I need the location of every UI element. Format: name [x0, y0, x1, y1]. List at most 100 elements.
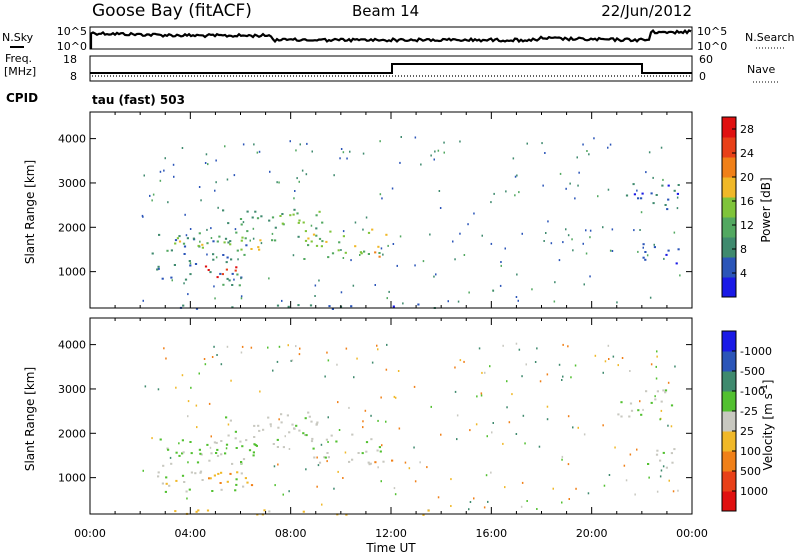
power-cell: [346, 157, 348, 160]
vel-cell: [216, 454, 220, 457]
power-cell: [437, 149, 440, 152]
power-colorbar: 4 8 12 16 20 24 28: [721, 116, 754, 298]
vel-cell: [634, 493, 636, 496]
vel-cell: [515, 342, 518, 345]
vel-cell: [668, 479, 670, 482]
vel-cell: [645, 390, 648, 393]
power-cell: [183, 253, 186, 255]
vel-cell: [290, 359, 292, 362]
power-cell: [420, 163, 422, 166]
vel-cell: [235, 478, 238, 481]
power-cell: [331, 308, 334, 310]
power-cell: [340, 148, 343, 150]
power-cell: [238, 284, 241, 287]
vel-cell: [575, 487, 577, 490]
time-tick-label: 08:00: [275, 527, 307, 540]
power-cell: [231, 272, 234, 275]
vel-cell: [234, 430, 237, 433]
power-cell: [215, 181, 217, 184]
power-cell: [258, 248, 261, 251]
nave-label: Nave: [747, 63, 775, 76]
power-cell: [240, 248, 243, 251]
power-cell: [367, 253, 370, 255]
power-cell: [350, 305, 353, 308]
power-cell: [576, 156, 578, 159]
power-cell: [189, 264, 192, 267]
power-cell: [194, 263, 198, 265]
power-cell: [212, 253, 215, 256]
power-cell: [642, 243, 645, 246]
vel-cell: [502, 344, 504, 347]
vel-cell: [209, 446, 212, 449]
power-cell: [572, 249, 574, 252]
vel-cell: [490, 471, 492, 474]
power-cell: [311, 150, 313, 153]
vel-cell: [276, 438, 279, 441]
freq-strip: Freq. [MHz] 18 8 60 0 Nave: [4, 52, 778, 83]
power-cell: [616, 301, 618, 304]
colorbar-tick-label: 24: [740, 147, 754, 160]
power-cell: [637, 250, 639, 253]
vel-cell: [518, 348, 521, 351]
power-cell: [216, 240, 219, 243]
vel-cell: [235, 483, 238, 486]
vel-cell: [280, 421, 283, 424]
colorbar-frame: [721, 330, 737, 512]
vel-cell: [650, 401, 653, 404]
power-cell: [667, 249, 670, 252]
vel-cell: [310, 420, 313, 423]
vel-cell: [351, 433, 354, 436]
vel-cell: [175, 479, 178, 482]
vel-cell: [562, 343, 564, 346]
power-cell: [167, 201, 169, 204]
power-cell: [214, 189, 216, 192]
power-cell: [439, 207, 442, 209]
vel-cell: [629, 402, 633, 405]
vel-cell: [181, 374, 184, 377]
y-tick-label: 4000: [58, 339, 86, 352]
power-cell: [514, 194, 516, 197]
vel-cell: [272, 369, 274, 372]
power-cell: [574, 197, 576, 200]
vel-cell: [380, 480, 382, 483]
vel-cell: [254, 444, 257, 446]
vel-cell: [655, 365, 657, 368]
vel-cell: [208, 459, 211, 462]
vel-cell: [157, 475, 160, 478]
power-cell: [500, 264, 502, 267]
vel-cell: [348, 460, 351, 463]
power-cell: [239, 218, 243, 220]
power-cell: [297, 304, 300, 307]
power-cell: [609, 143, 612, 146]
power-cell: [231, 284, 234, 286]
power-cell: [559, 172, 562, 175]
vel-cell: [607, 344, 610, 347]
y-tick-label: 4000: [58, 133, 86, 146]
vel-cell: [379, 450, 382, 453]
vel-cell: [353, 376, 355, 379]
vel-cell: [305, 434, 308, 437]
power-cell: [386, 297, 388, 300]
vel-cell: [162, 464, 165, 467]
power-cell: [215, 159, 217, 162]
vel-cell: [187, 415, 189, 418]
power-cell: [589, 236, 591, 239]
power-cell: [159, 179, 162, 182]
power-cell: [206, 242, 209, 245]
colorbar-swatch: [722, 351, 736, 372]
power-cell: [174, 242, 177, 245]
power-cell: [505, 190, 507, 193]
vel-cell: [552, 487, 554, 490]
vel-cell: [536, 508, 538, 510]
vel-cell: [620, 415, 623, 418]
power-cell: [234, 269, 237, 272]
vel-cell: [181, 439, 184, 442]
vel-cell: [377, 348, 379, 351]
vel-cell: [525, 363, 527, 366]
power-cell: [589, 275, 591, 278]
vel-cell: [504, 486, 506, 489]
vel-cell: [568, 498, 570, 500]
vel-cell: [660, 400, 663, 403]
vel-cell: [394, 493, 397, 496]
power-cell: [318, 210, 321, 213]
